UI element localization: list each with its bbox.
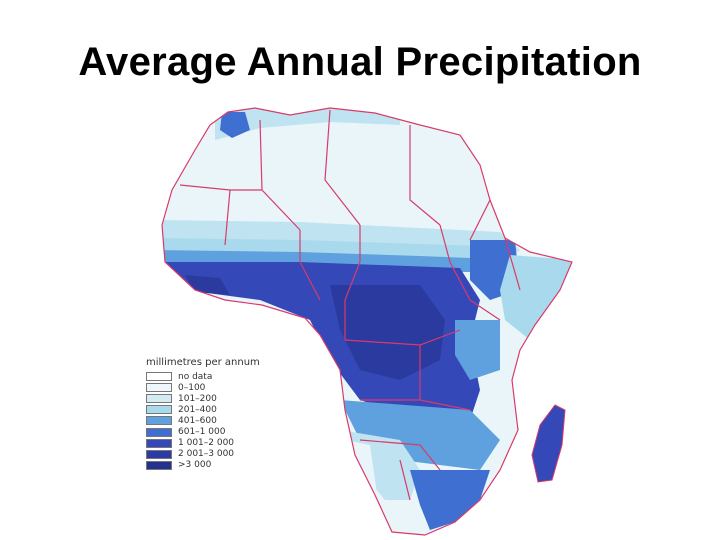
- country-borders: [161, 107, 573, 536]
- legend-label: 2 001–3 000: [178, 449, 235, 460]
- legend-swatch: [146, 383, 172, 393]
- legend-label: >3 000: [178, 460, 212, 471]
- legend-label: 1 001–2 000: [178, 438, 235, 449]
- legend-swatch: [146, 394, 172, 404]
- legend-swatch: [146, 438, 172, 448]
- maghreb-zone: [215, 108, 400, 140]
- congo-basin-zone: [330, 285, 445, 380]
- legend-label: 201–400: [178, 404, 217, 415]
- legend-item: 201–400: [146, 404, 286, 415]
- horn-dry-zone: [500, 255, 572, 340]
- madagascar-island: [531, 404, 566, 483]
- east-africa-zone: [455, 320, 500, 380]
- southeast-coast-zone: [410, 470, 490, 530]
- precipitation-legend: millimetres per annum no data 0–100 101–20…: [146, 357, 286, 471]
- zambezi-zone: [340, 400, 500, 470]
- slide-title: Average Annual Precipitation: [78, 40, 642, 84]
- atlas-wet-zone: [220, 112, 250, 138]
- legend-title: millimetres per annum: [146, 357, 260, 368]
- legend-swatch: [146, 427, 172, 437]
- legend-item: 2 001–3 000: [146, 449, 286, 460]
- legend-rows: no data 0–100 101–200 201–400 401–600 601–1 0…: [146, 371, 286, 471]
- legend-label: 601–1 000: [178, 427, 226, 438]
- legend-item: >3 000: [146, 460, 286, 471]
- legend-label: 101–200: [178, 393, 217, 404]
- legend-item: 601–1 000: [146, 426, 286, 437]
- legend-item: 1 001–2 000: [146, 438, 286, 449]
- legend-label: no data: [178, 371, 213, 382]
- legend-label: 0–100: [178, 382, 206, 393]
- legend-item: 0–100: [146, 382, 286, 393]
- legend-label: 401–600: [178, 415, 217, 426]
- legend-swatch: [146, 405, 172, 415]
- legend-swatch: [146, 416, 172, 426]
- precipitation-zones: [162, 108, 572, 530]
- legend-item: 101–200: [146, 393, 286, 404]
- legend-item: no data: [146, 371, 286, 382]
- legend-item: 401–600: [146, 415, 286, 426]
- legend-swatch: [146, 460, 172, 470]
- legend-swatch: [146, 449, 172, 459]
- legend-swatch: [146, 372, 172, 382]
